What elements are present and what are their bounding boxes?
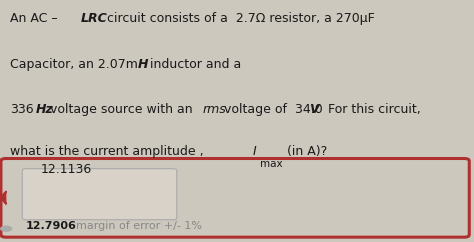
Text: LRC: LRC [81, 12, 107, 25]
Text: Hz: Hz [36, 103, 53, 116]
Text: An AC –: An AC – [10, 12, 62, 25]
Text: Capacitor, an 2.07m: Capacitor, an 2.07m [10, 58, 138, 71]
FancyArrow shape [0, 191, 6, 204]
Text: V: V [310, 103, 319, 116]
Text: 12.7906: 12.7906 [26, 221, 77, 231]
Text: voltage of  34.0: voltage of 34.0 [220, 103, 323, 116]
Text: 336: 336 [10, 103, 34, 116]
Text: what is the current amplitude ,: what is the current amplitude , [10, 145, 208, 158]
Text: H: H [137, 58, 148, 71]
Text: voltage source with an: voltage source with an [46, 103, 201, 116]
Text: I: I [253, 145, 257, 158]
Text: rms: rms [202, 103, 226, 116]
Text: 12.1136: 12.1136 [40, 163, 91, 176]
Text: .  For this circuit,: . For this circuit, [316, 103, 421, 116]
FancyBboxPatch shape [22, 169, 177, 220]
Text: (in A)?: (in A)? [283, 145, 327, 158]
Text: circuit consists of a  2.7Ω resistor, a 270μF: circuit consists of a 2.7Ω resistor, a 2… [103, 12, 375, 25]
Text: max: max [260, 159, 283, 168]
Text: inductor and a: inductor and a [146, 58, 241, 71]
FancyBboxPatch shape [1, 159, 469, 237]
Circle shape [0, 226, 12, 232]
Text: margin of error +/- 1%: margin of error +/- 1% [69, 221, 202, 231]
